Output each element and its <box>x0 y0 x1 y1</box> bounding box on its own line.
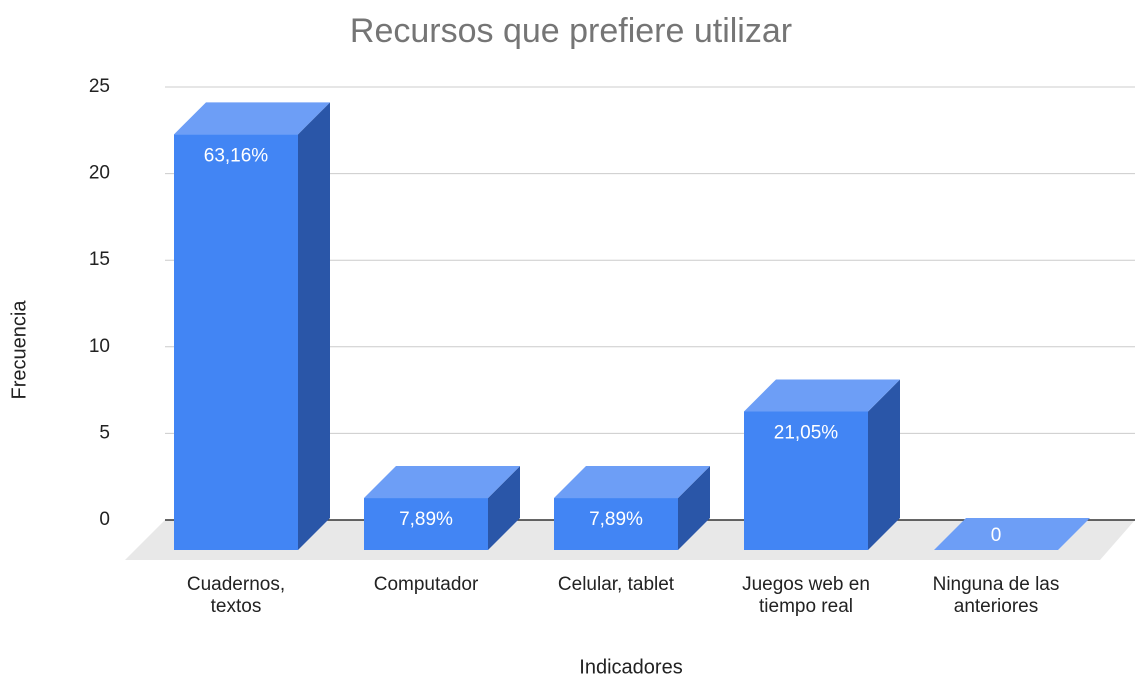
x-tick-label: Juegos web en tiempo real <box>742 574 870 617</box>
bar-top <box>744 379 900 412</box>
bar <box>744 379 900 550</box>
bar <box>174 102 330 550</box>
y-tick-label: 20 <box>89 163 110 184</box>
y-tick-label: 25 <box>89 76 110 97</box>
y-axis-title: Frecuencia <box>8 300 30 400</box>
bar-front <box>744 411 868 550</box>
y-tick-label: 10 <box>89 336 110 357</box>
bar-top <box>554 466 710 499</box>
bar-side <box>868 379 900 550</box>
x-tick-label: Ninguna de las anteriores <box>933 574 1060 617</box>
value-label: 7,89% <box>589 509 643 530</box>
value-label: 0 <box>991 525 1002 546</box>
bar-top <box>174 102 330 135</box>
x-tick-label: Cuadernos, textos <box>187 574 285 617</box>
bar <box>554 466 710 550</box>
x-tick-label: Computador <box>374 574 479 595</box>
bar-front <box>174 134 298 550</box>
value-label: 63,16% <box>204 145 269 166</box>
bar-top <box>934 518 1090 550</box>
chart-title: Recursos que prefiere utilizar <box>350 12 792 50</box>
bar-front <box>554 498 678 550</box>
value-label: 21,05% <box>774 422 839 443</box>
bar-side <box>298 102 330 550</box>
y-tick-label: 5 <box>99 422 110 443</box>
y-tick-label: 0 <box>99 509 110 530</box>
bar-side <box>488 466 520 550</box>
x-tick-label: Celular, tablet <box>558 574 675 595</box>
y-tick-label: 15 <box>89 249 110 270</box>
bar-front <box>364 498 488 550</box>
bar <box>934 518 1090 550</box>
value-label: 7,89% <box>399 509 453 530</box>
bar-top <box>364 466 520 499</box>
x-axis-title: Indicadores <box>579 656 682 678</box>
bar-side <box>678 466 710 550</box>
bar <box>364 466 520 550</box>
